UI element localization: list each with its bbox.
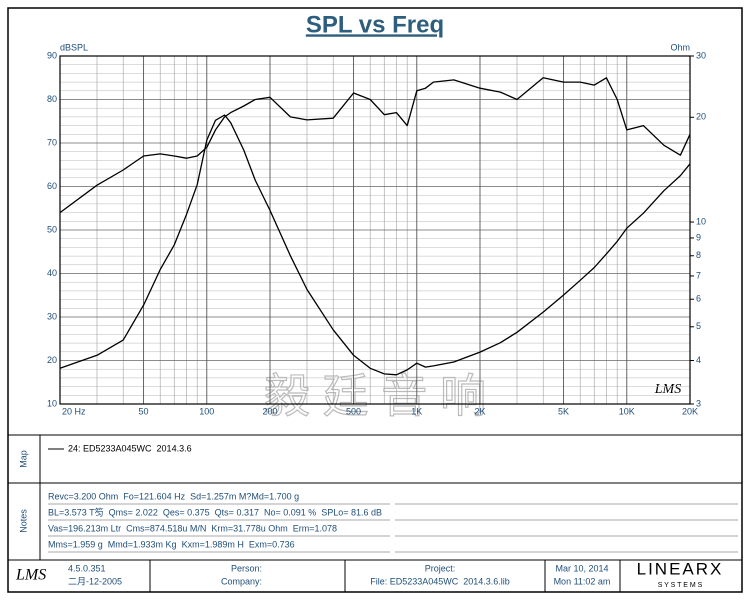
project: Project: [425,563,456,573]
y2-tick-label: 3 [696,398,701,408]
note-line: BL=3.573 T笉 Qms= 2.022 Qes= 0.375 Qts= 0… [48,506,382,517]
brand: LINEARX [637,559,724,578]
y-tick-label: 10 [47,398,57,408]
plot-logo: LMS [654,382,681,397]
notes-label: Notes [18,509,28,533]
x-tick-label: 50 [139,406,149,416]
y-tick-label: 30 [47,311,57,321]
y-axis-label: dBSPL [60,42,88,52]
x-tick-label: 10K [619,406,635,416]
y-tick-label: 90 [47,50,57,60]
frame [7,7,743,593]
y2-tick-label: 20 [696,112,706,122]
y-tick-label: 70 [47,137,57,147]
plot-frame [59,55,691,405]
x-tick-label: 100 [199,406,214,416]
x-tick-label: 1K [411,406,422,416]
series-line [59,77,691,214]
y-tick-label: 80 [47,94,57,104]
note-line: Revc=3.200 Ohm Fo=121.604 Hz Sd=1.257m M… [48,491,299,501]
x-tick-label: 500 [346,406,361,416]
y-tick-label: 20 [47,355,57,365]
y2-tick-label: 8 [696,250,701,260]
x-tick-label: 20K [682,406,698,416]
chart-title: SPL vs Freq [306,11,444,38]
y2-tick-label: 30 [696,50,706,60]
company: Company: [221,576,262,586]
person: Person: [231,563,262,573]
legend-entry: 24: ED5233A045WC 2014.3.6 [68,443,192,453]
y2-axis-label: Ohm [670,42,690,52]
x-tick-label: 2K [474,406,485,416]
brand-sub: S Y S T E M S [658,582,703,589]
footer: LMS 4.5.0.351 二月-12-2005 Person: Company… [15,559,724,592]
file: File: ED5233A045WC 2014.3.6.lib [370,576,510,586]
footer-logo: LMS [15,567,46,584]
y2-tick-label: 9 [696,232,701,242]
map-label: Map [18,450,28,468]
x-tick-label: 5K [558,406,569,416]
time: Mon 11:02 am [554,576,611,586]
x-tick-label: 20 Hz [62,406,86,416]
y2-tick-label: 5 [696,321,701,331]
y-tick-label: 60 [47,181,57,191]
y2-tick-label: 7 [696,270,701,280]
y-tick-label: 40 [47,268,57,278]
version: 4.5.0.351 [68,563,106,573]
note-line: Vas=196.213m Ltr Cms=874.518u M/N Krm=31… [48,523,337,533]
y-tick-label: 50 [47,224,57,234]
watermark: 毅 廷 音 响 [264,370,486,422]
x-tick-label: 200 [262,406,277,416]
y2-tick-label: 4 [696,355,701,365]
build-date: 二月-12-2005 [68,576,122,586]
note-line: Mms=1.959 g Mmd=1.933m Kg Kxm=1.989m H E… [48,539,295,549]
series-line [59,114,691,376]
y2-tick-label: 6 [696,294,701,304]
y2-tick-label: 10 [696,216,706,226]
date: Mar 10, 2014 [555,563,608,573]
